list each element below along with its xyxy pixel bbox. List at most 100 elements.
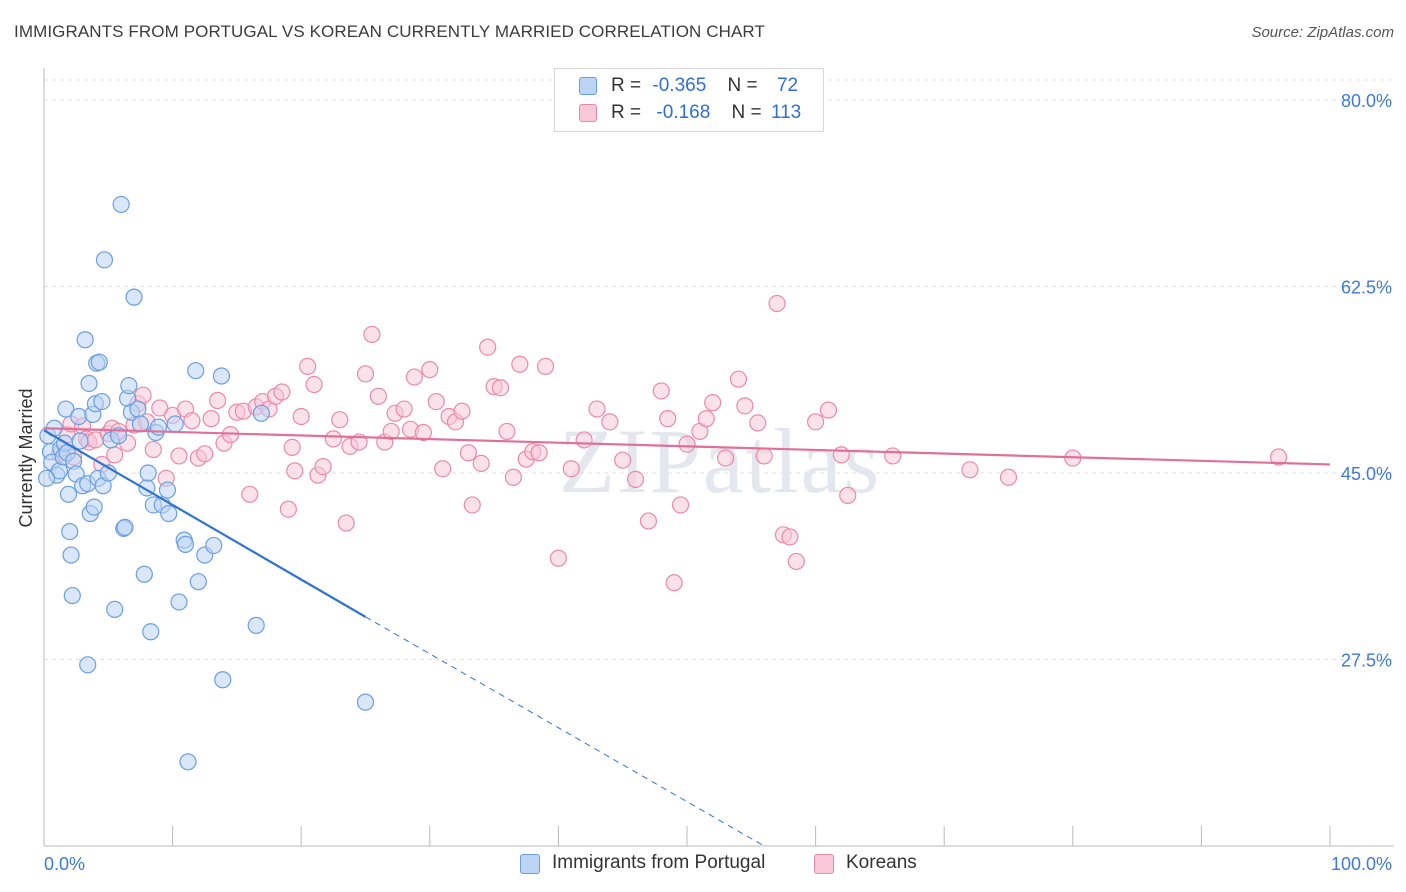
korean-point: [382, 422, 400, 441]
portugal-point: [166, 415, 184, 433]
korean-point: [601, 413, 619, 431]
portugal-point: [189, 573, 207, 591]
korean-point: [665, 574, 683, 592]
legend-n-label: N =: [731, 102, 762, 123]
korean-point: [1269, 448, 1288, 466]
korean-point: [755, 447, 773, 465]
korean-point: [299, 357, 317, 376]
portugal-point: [149, 418, 168, 436]
portugal-point: [70, 407, 88, 426]
korean-point: [324, 430, 342, 448]
portugal-point: [120, 376, 138, 395]
korean-point: [961, 461, 979, 479]
korean-point: [562, 460, 580, 478]
portugal-points: [37, 195, 375, 771]
portugal-point: [93, 392, 111, 411]
trend-lines: [43, 427, 1331, 847]
x-tick-label: 100.0%: [1331, 854, 1392, 874]
grid-lines: [44, 79, 1394, 660]
korean-point: [671, 496, 690, 514]
portugal-point: [356, 693, 375, 711]
y-tick-label: 45.0%: [1341, 464, 1392, 484]
korean-point: [614, 451, 632, 469]
korean-point: [832, 446, 850, 464]
portugal-point: [135, 565, 153, 583]
korean-point: [472, 454, 490, 472]
korean-point: [183, 412, 201, 430]
korean-point: [144, 440, 162, 459]
korean-point: [530, 444, 548, 462]
legend-r-value: -0.168: [656, 102, 711, 123]
portugal-point: [106, 600, 124, 619]
korean-point: [768, 294, 786, 313]
korean-point: [678, 435, 696, 453]
korean-point: [331, 411, 349, 429]
korean-point: [241, 485, 259, 503]
korean-point: [106, 446, 124, 464]
korean-point: [697, 410, 715, 428]
korean-point: [839, 486, 857, 504]
korean-point: [459, 444, 477, 462]
korean-point: [202, 410, 220, 428]
portugal-point: [205, 536, 223, 555]
korean-point: [999, 468, 1018, 486]
portugal-point: [247, 616, 265, 634]
y-tick-labels: 80.0% 62.5% 45.0% 27.5%: [1341, 91, 1392, 671]
korean-point: [279, 500, 297, 518]
korean-point: [434, 460, 452, 478]
portugal-point: [212, 367, 231, 385]
korean-point: [659, 410, 677, 428]
portugal-point: [57, 400, 75, 418]
portugal-point: [112, 195, 130, 214]
portugal-point: [80, 374, 98, 393]
korean-point: [209, 391, 227, 410]
korean-point: [151, 399, 169, 417]
korean-point: [652, 382, 670, 400]
korean-point: [196, 445, 214, 463]
portugal-trend-line: [43, 429, 367, 618]
korean-point: [511, 355, 529, 373]
legend-r-value: -0.365: [652, 75, 707, 96]
legend-label-portugal: Immigrants from Portugal: [552, 852, 766, 873]
korean-point: [787, 552, 805, 571]
korean-point: [286, 462, 304, 480]
legend-swatch-portugal: [520, 854, 540, 874]
korean-point: [549, 549, 568, 567]
portugal-point: [214, 671, 232, 689]
portugal-point: [160, 504, 178, 523]
portugal-point: [125, 288, 143, 306]
portugal-point: [95, 251, 114, 269]
portugal-point: [158, 481, 177, 499]
korean-point: [639, 512, 658, 530]
x-ticks: [43, 826, 1331, 846]
portugal-point: [142, 623, 160, 641]
legend-swatch-korean: [579, 104, 597, 122]
legend-r-label: R =: [611, 75, 642, 96]
portugal-point: [79, 656, 97, 674]
korean-point: [421, 361, 439, 379]
korean-point: [337, 514, 355, 532]
korean-point: [575, 431, 593, 449]
korean-point: [463, 496, 481, 514]
portugal-point: [63, 586, 81, 605]
series-legend: Immigrants from Portugal Koreans: [0, 852, 1406, 878]
stats-legend: R = -0.365 N = 72 R = -0.168 N = 113: [554, 68, 824, 132]
korean-point: [588, 400, 606, 418]
portugal-point: [71, 432, 89, 450]
korean-point: [819, 401, 838, 419]
portugal-point: [90, 353, 108, 371]
korean-point: [283, 438, 301, 457]
portugal-point: [187, 362, 205, 380]
korean-point: [491, 379, 510, 397]
korean-point: [427, 392, 445, 411]
korean-point: [414, 423, 432, 442]
legend-n-value: 113: [770, 102, 802, 123]
korean-point: [536, 357, 555, 376]
y-axis-label: Currently Married: [16, 388, 36, 527]
korean-point: [170, 447, 188, 465]
portugal-point: [59, 485, 78, 503]
korean-points: [50, 294, 1288, 592]
chart-title: IMMIGRANTS FROM PORTUGAL VS KOREAN CURRE…: [14, 22, 765, 41]
korean-point: [453, 402, 471, 420]
y-tick-label: 62.5%: [1341, 277, 1392, 297]
